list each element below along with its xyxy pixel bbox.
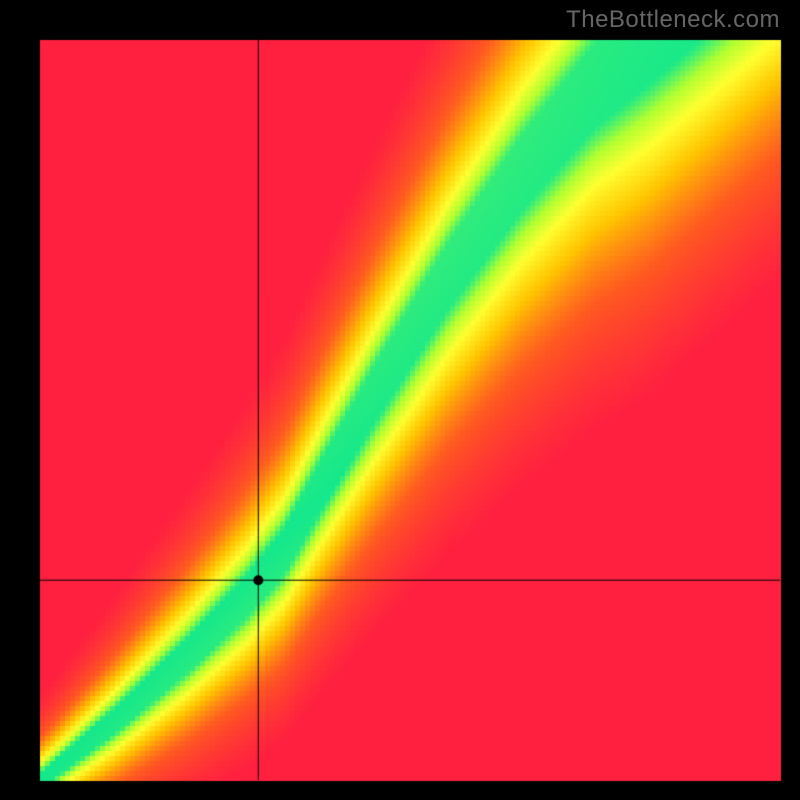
bottleneck-heatmap [0, 0, 800, 800]
watermark-label: TheBottleneck.com [566, 6, 780, 34]
